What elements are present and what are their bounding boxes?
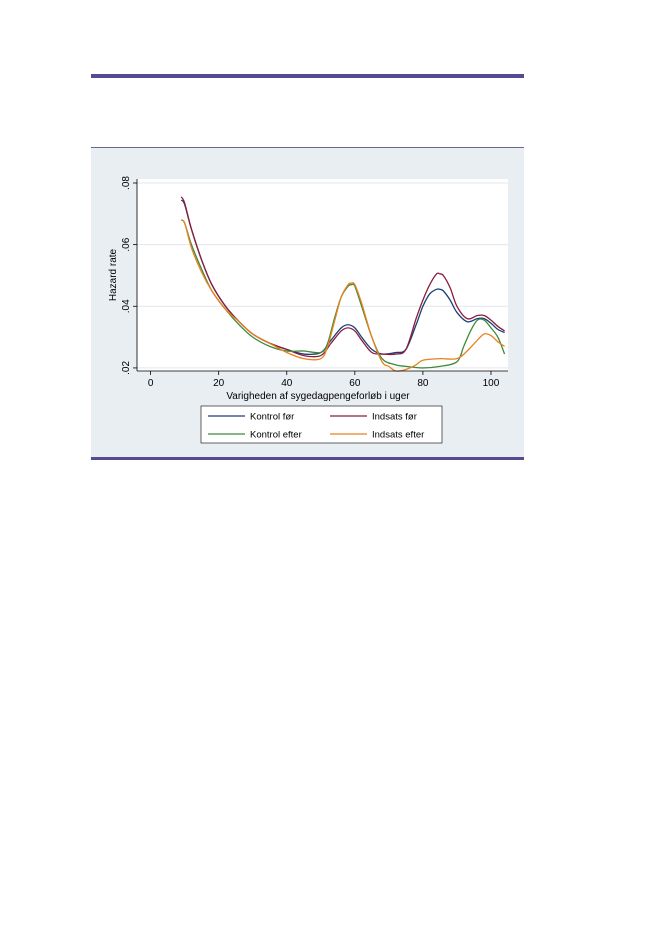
legend-box xyxy=(200,405,443,444)
frame-top-line xyxy=(91,147,524,148)
x-tick-label: 100 xyxy=(483,378,500,389)
series-line-indsats-efter xyxy=(180,219,505,372)
grid-lines xyxy=(137,182,508,369)
y-tick-label: .04 xyxy=(121,299,132,313)
y-tick-label: .02 xyxy=(121,361,132,375)
y-tick-label: .06 xyxy=(121,237,132,251)
series-lines xyxy=(180,196,506,372)
x-axis-ticks: 0 20 40 60 80 100 xyxy=(148,371,500,389)
y-tick-label: .08 xyxy=(121,176,132,190)
legend: Kontrol før Indsats før Kontrol efter Indsa… xyxy=(208,412,424,441)
x-tick-label: 20 xyxy=(213,378,225,389)
x-axis-label: Varigheden af sygedagpengeforløb i uger xyxy=(226,391,410,402)
legend-label: Indsats før xyxy=(372,412,417,423)
x-tick-label: 80 xyxy=(417,378,429,389)
legend-label: Kontrol før xyxy=(250,412,294,423)
y-axis-ticks: .02 .04 .06 .08 xyxy=(121,176,137,375)
top-rule xyxy=(91,74,524,78)
plot-area xyxy=(137,179,508,371)
y-axis-label: Hazard rate xyxy=(108,248,119,301)
bottom-rule xyxy=(91,457,524,460)
legend-label: Indsats efter xyxy=(372,430,424,441)
x-tick-label: 40 xyxy=(281,378,293,389)
x-tick-label: 0 xyxy=(148,378,154,389)
legend-label: Kontrol efter xyxy=(250,430,302,441)
x-tick-label: 60 xyxy=(349,378,361,389)
